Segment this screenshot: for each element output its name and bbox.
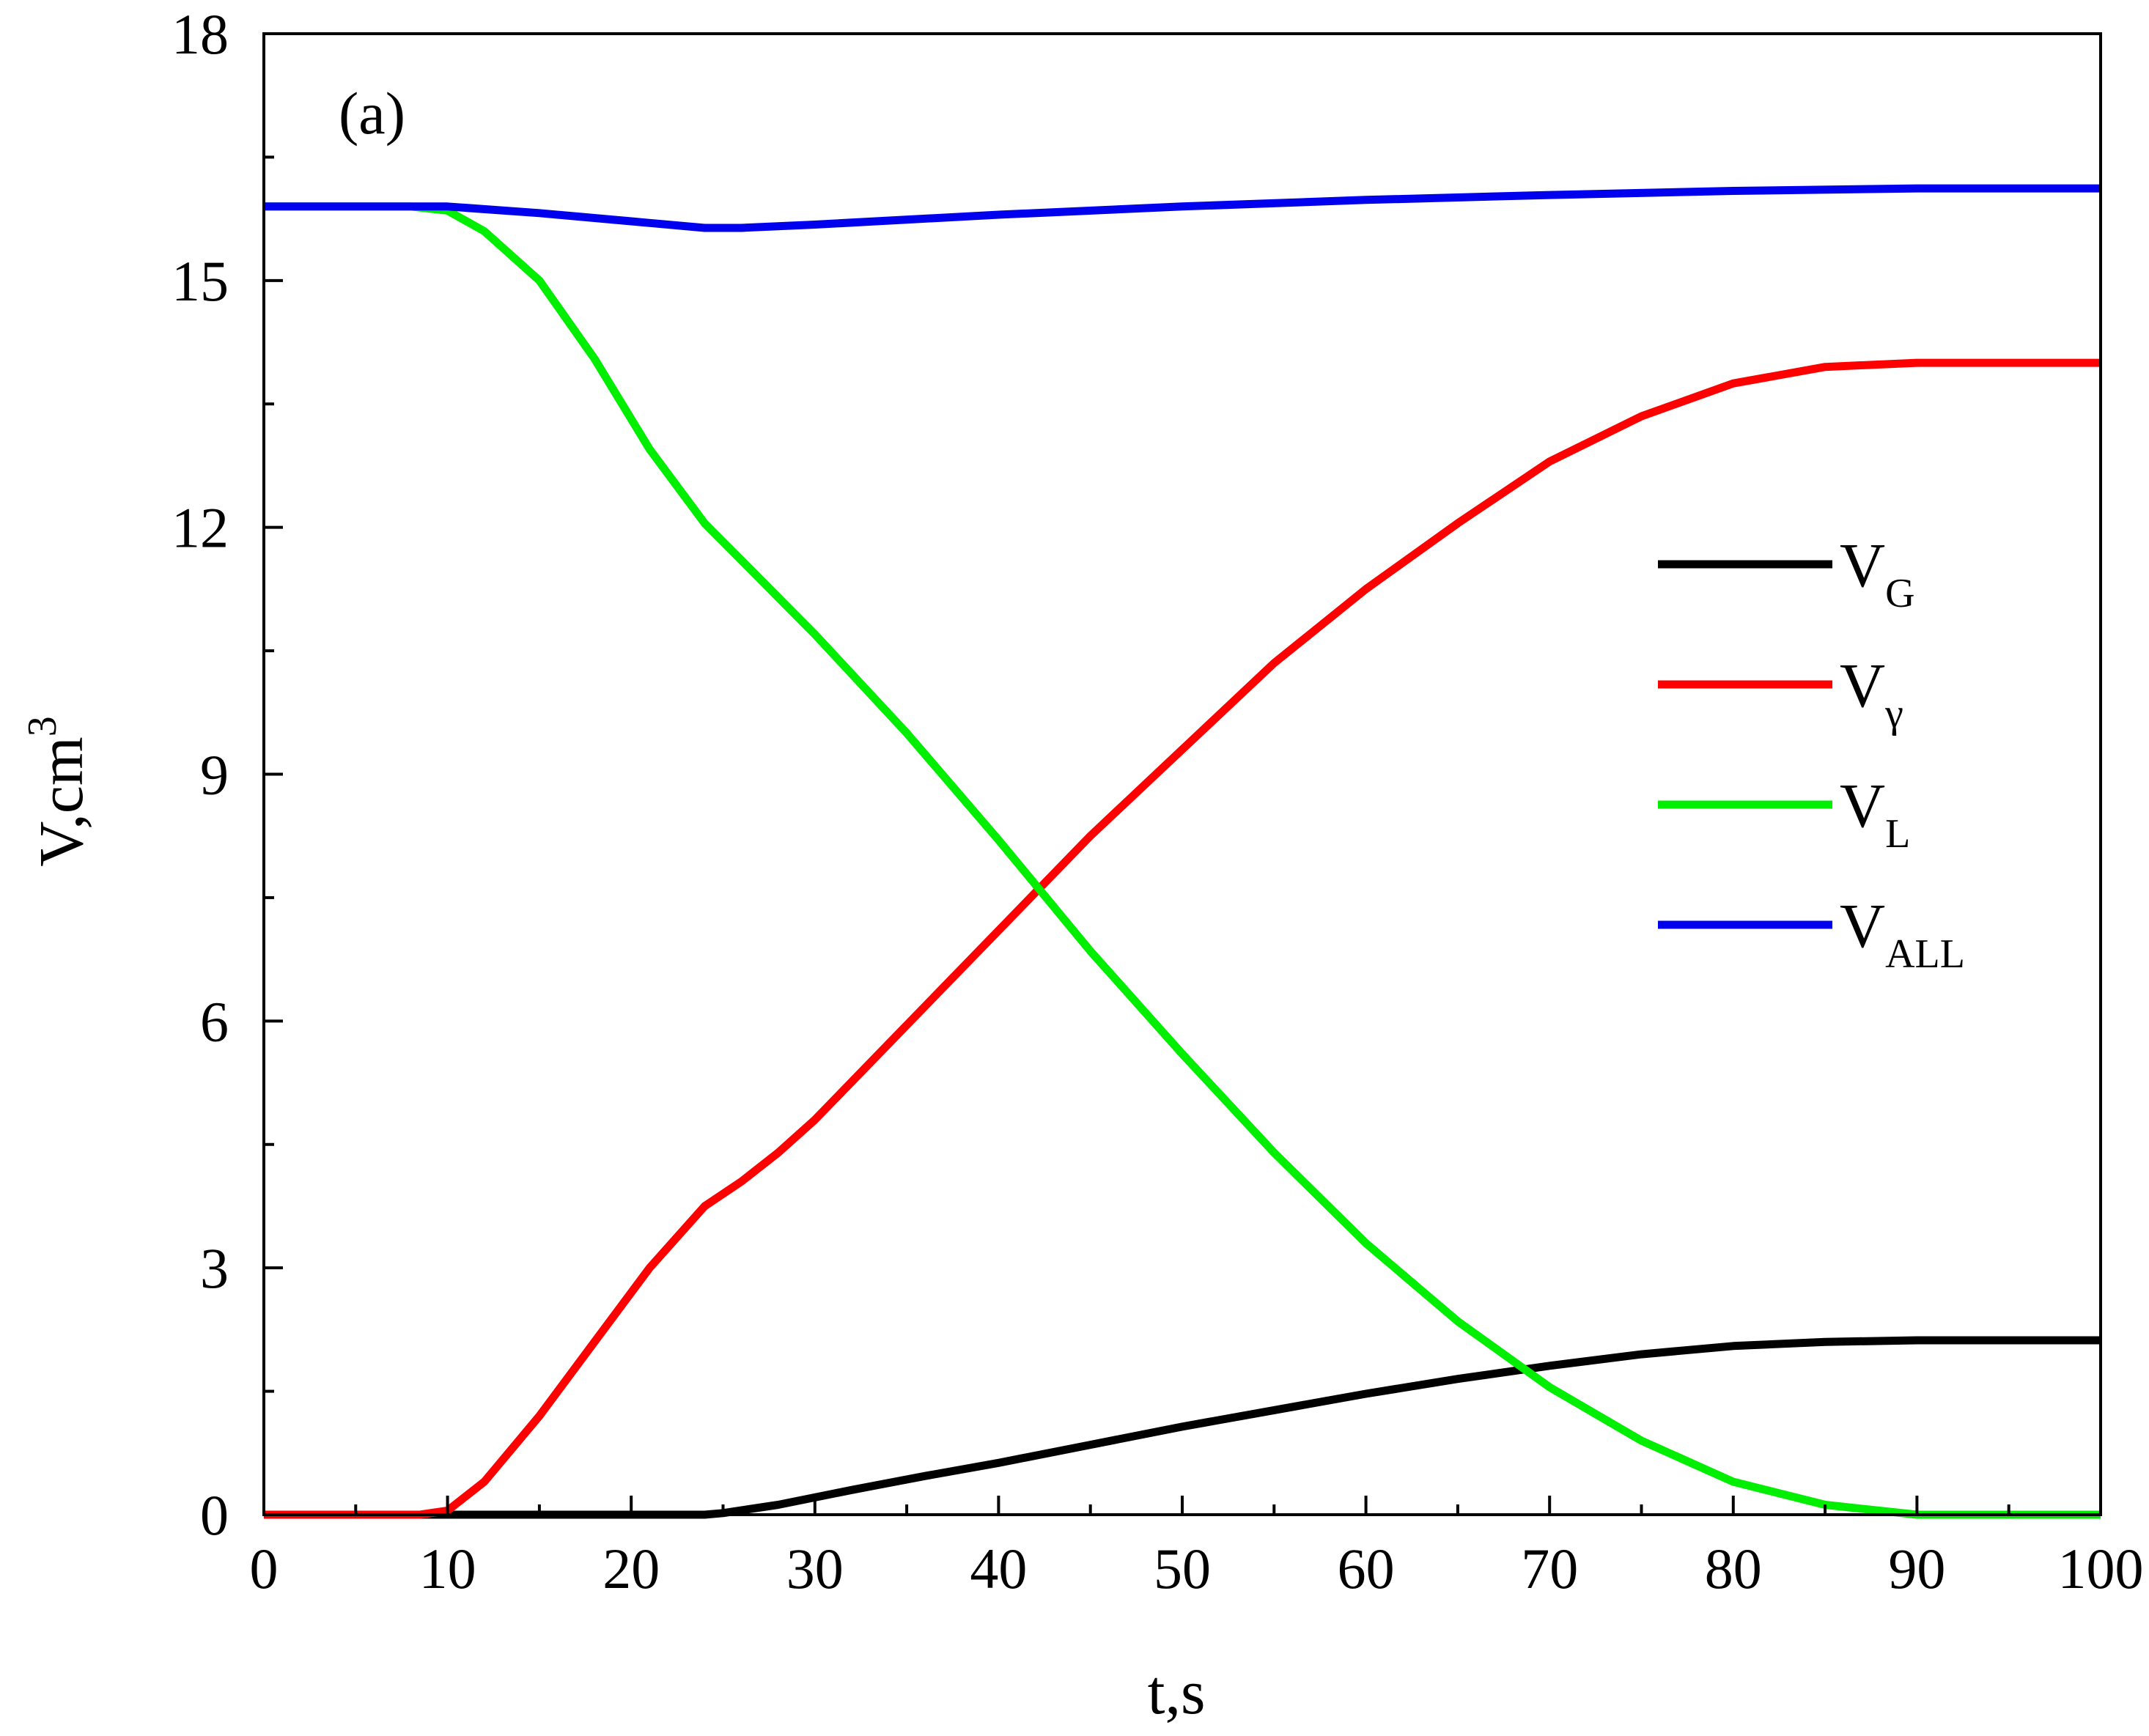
x-tick-label-40: 40 xyxy=(970,1537,1027,1600)
series-line-all xyxy=(264,184,2101,232)
legend-label-main: V xyxy=(1840,890,1885,961)
y-axis-title: V,cm3 xyxy=(20,716,96,867)
legend-label-main: V xyxy=(1840,530,1885,600)
y-tick-label-3: 3 xyxy=(200,1236,229,1300)
x-tick-label-30: 30 xyxy=(786,1537,844,1600)
legend-label-g: VG xyxy=(1840,530,1915,616)
x-tick-label-70: 70 xyxy=(1521,1537,1578,1600)
x-tick-label-0: 0 xyxy=(250,1537,279,1600)
x-tick-label-60: 60 xyxy=(1338,1537,1395,1600)
y-tick-label-15: 15 xyxy=(172,249,229,313)
plot-frame xyxy=(262,32,2102,1516)
x-tick-label-80: 80 xyxy=(1705,1537,1762,1600)
y-tick-label-0: 0 xyxy=(200,1483,229,1547)
legend-label-main: V xyxy=(1840,770,1885,841)
x-tick-label-50: 50 xyxy=(1154,1537,1211,1600)
legend-label-subscript: γ xyxy=(1884,691,1903,736)
axes: 0 10 20 30 40 50 60 70 80 90 100 0 3 6 9 12 15 18 xyxy=(172,2,2144,1600)
legend-label-γ: Vγ xyxy=(1840,650,1903,736)
y-tick-label-6: 6 xyxy=(200,989,229,1053)
plot-area xyxy=(264,184,2101,1519)
x-tick-label-10: 10 xyxy=(419,1537,476,1600)
y-axis-title-superscript: 3 xyxy=(20,716,65,736)
y-tick-label-12: 12 xyxy=(172,496,229,560)
legend-label-subscript: ALL xyxy=(1885,931,1965,977)
legend-label-subscript: L xyxy=(1885,811,1910,857)
y-tick-label-18: 18 xyxy=(172,2,229,66)
legend-label-l: VL xyxy=(1840,770,1910,857)
panel-label: (a) xyxy=(339,80,405,147)
series-line-γ xyxy=(264,358,2101,1519)
x-tick-label-100: 100 xyxy=(2058,1537,2144,1600)
x-axis-title: t,s xyxy=(1148,1657,1206,1727)
x-tick-label-90: 90 xyxy=(1888,1537,1945,1600)
series-line-l xyxy=(264,202,2101,1519)
legend-label-subscript: G xyxy=(1885,571,1914,616)
y-axis-title-main: V,cm xyxy=(26,736,96,867)
legend-label-main: V xyxy=(1840,650,1885,720)
y-tick-label-9: 9 xyxy=(200,743,229,807)
x-tick-label-20: 20 xyxy=(602,1537,660,1600)
series-line-g xyxy=(264,1336,2101,1519)
legend-label-all: VALL xyxy=(1840,890,1965,977)
